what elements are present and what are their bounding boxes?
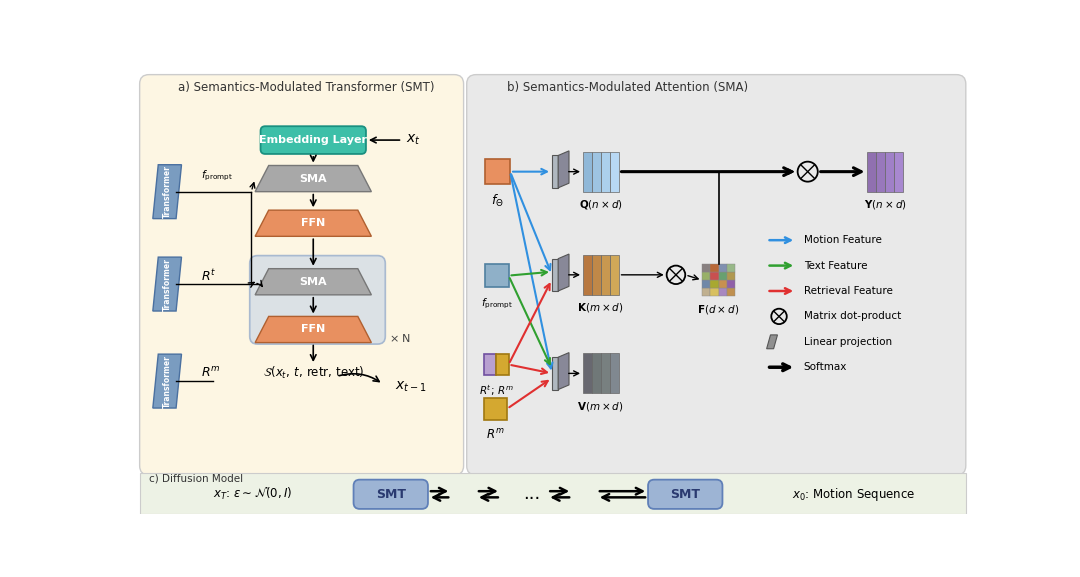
Text: SMA: SMA <box>299 174 327 183</box>
Bar <box>727 264 734 272</box>
Bar <box>718 280 727 288</box>
Text: Matrix dot-product: Matrix dot-product <box>804 312 901 321</box>
Bar <box>886 152 894 192</box>
Text: Transformer: Transformer <box>163 355 172 407</box>
Polygon shape <box>255 269 372 295</box>
Polygon shape <box>255 166 372 192</box>
Text: c) Diffusion Model: c) Diffusion Model <box>149 473 243 483</box>
Bar <box>711 280 718 288</box>
Bar <box>711 272 718 280</box>
Text: $\mathbf{V}(m \times d)$: $\mathbf{V}(m \times d)$ <box>578 400 624 413</box>
Bar <box>583 152 592 192</box>
Bar <box>711 288 718 297</box>
Bar <box>592 353 600 394</box>
Polygon shape <box>255 210 372 237</box>
Text: $\mathbf{Q}(n \times d)$: $\mathbf{Q}(n \times d)$ <box>579 198 623 211</box>
Polygon shape <box>153 354 181 408</box>
Text: $R^t$: $R^t$ <box>201 268 216 284</box>
Bar <box>610 152 619 192</box>
Bar <box>610 255 619 295</box>
Bar <box>139 474 966 514</box>
Polygon shape <box>552 357 558 389</box>
FancyBboxPatch shape <box>648 479 723 509</box>
Text: $R^t;\,R^m$: $R^t;\,R^m$ <box>478 383 514 398</box>
Text: b) Semantics-Modulated Attention (SMA): b) Semantics-Modulated Attention (SMA) <box>507 81 748 94</box>
Text: $x_0$: Motion Sequence: $x_0$: Motion Sequence <box>793 486 916 503</box>
Polygon shape <box>558 151 569 188</box>
Text: Motion Feature: Motion Feature <box>804 235 881 245</box>
Text: $\mathbf{F}(d \times d)$: $\mathbf{F}(d \times d)$ <box>698 303 740 316</box>
FancyBboxPatch shape <box>139 74 463 475</box>
Bar <box>702 264 711 272</box>
Bar <box>592 255 600 295</box>
FancyBboxPatch shape <box>260 126 366 154</box>
Bar <box>727 272 734 280</box>
Bar <box>718 272 727 280</box>
Text: Embedding Layer: Embedding Layer <box>259 135 367 145</box>
Text: FFN: FFN <box>301 218 325 228</box>
Bar <box>718 264 727 272</box>
Bar <box>727 280 734 288</box>
Text: $\mathcal{S}(x_t,\,t,\,\mathrm{retr,\,text})$: $\mathcal{S}(x_t,\,t,\,\mathrm{retr,\,te… <box>262 365 364 381</box>
Bar <box>894 152 903 192</box>
Text: $R^m$: $R^m$ <box>486 428 504 442</box>
Bar <box>485 159 510 184</box>
Text: Linear projection: Linear projection <box>804 337 892 347</box>
Bar <box>711 264 718 272</box>
Text: $x_t$: $x_t$ <box>406 133 421 147</box>
Bar <box>592 152 600 192</box>
Text: $f_\mathrm{prompt}$: $f_\mathrm{prompt}$ <box>201 169 233 183</box>
Text: $x_T$: $\epsilon \sim \mathcal{N}(0, I)$: $x_T$: $\epsilon \sim \mathcal{N}(0, I)$ <box>213 486 293 503</box>
Text: $f_\Theta$: $f_\Theta$ <box>491 193 504 209</box>
Bar <box>600 353 610 394</box>
Text: FFN: FFN <box>301 324 325 335</box>
Bar <box>702 280 711 288</box>
FancyBboxPatch shape <box>249 256 386 344</box>
Bar <box>727 288 734 297</box>
Text: Retrieval Feature: Retrieval Feature <box>804 286 893 296</box>
Bar <box>867 152 876 192</box>
Text: $f_\mathrm{prompt}$: $f_\mathrm{prompt}$ <box>481 297 513 311</box>
Bar <box>484 354 496 375</box>
Text: ...: ... <box>523 485 540 503</box>
Text: Text Feature: Text Feature <box>804 261 867 271</box>
Polygon shape <box>552 258 558 291</box>
Text: SMT: SMT <box>671 488 700 501</box>
Polygon shape <box>153 257 181 311</box>
Text: $\mathbf{K}(m \times d)$: $\mathbf{K}(m \times d)$ <box>578 301 624 314</box>
Bar <box>600 255 610 295</box>
Bar <box>600 152 610 192</box>
Text: $R^m$: $R^m$ <box>201 366 220 380</box>
Bar <box>583 255 592 295</box>
Polygon shape <box>558 254 569 291</box>
Polygon shape <box>767 335 778 349</box>
Bar <box>702 272 711 280</box>
Text: Transformer: Transformer <box>163 258 172 310</box>
Text: a) Semantics-Modulated Transformer (SMT): a) Semantics-Modulated Transformer (SMT) <box>177 81 434 94</box>
Polygon shape <box>255 316 372 343</box>
Text: SMT: SMT <box>376 488 406 501</box>
Bar <box>583 353 592 394</box>
Bar <box>702 288 711 297</box>
Text: Transformer: Transformer <box>163 165 172 218</box>
Polygon shape <box>558 353 569 389</box>
Bar <box>876 152 886 192</box>
Text: $\mathbf{Y}(n \times d)$: $\mathbf{Y}(n \times d)$ <box>864 198 906 211</box>
Bar <box>484 398 507 419</box>
Polygon shape <box>552 155 558 188</box>
FancyBboxPatch shape <box>353 479 428 509</box>
Polygon shape <box>153 164 181 219</box>
FancyBboxPatch shape <box>467 74 966 475</box>
Text: SMA: SMA <box>299 277 327 287</box>
Bar <box>485 264 509 287</box>
Bar <box>496 354 509 375</box>
Bar <box>718 288 727 297</box>
Text: $\times$ N: $\times$ N <box>389 332 411 344</box>
Text: Softmax: Softmax <box>804 362 847 372</box>
Bar <box>610 353 619 394</box>
Text: $x_{t-1}$: $x_{t-1}$ <box>394 379 427 394</box>
